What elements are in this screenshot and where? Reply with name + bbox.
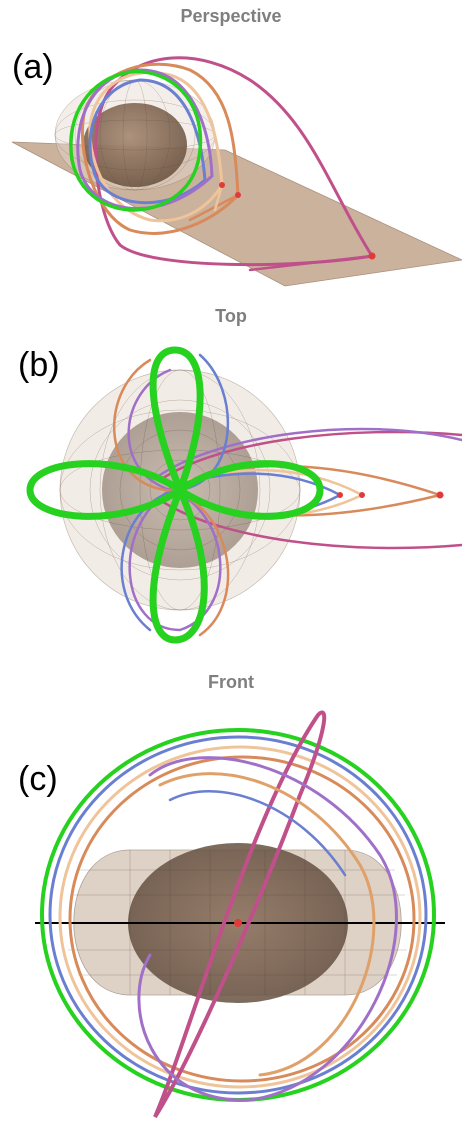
periapsis-point: [359, 492, 365, 498]
panel-a-title: Perspective: [180, 6, 282, 26]
panel-b-title: Top: [215, 306, 247, 326]
orbit-orange: [68, 755, 416, 1083]
periapsis-point: [234, 919, 242, 927]
orbit-blue: [88, 78, 207, 205]
orbit-green: [26, 346, 324, 644]
orbit-peach: [88, 70, 224, 223]
periapsis-point: [337, 492, 343, 498]
periapsis-point: [235, 192, 241, 198]
orbit-magenta: [94, 56, 374, 267]
panel-c-figure: [35, 710, 445, 1119]
panel-b-label: (b): [18, 346, 60, 384]
orbit-magenta: [153, 710, 327, 1119]
orbit-blue: [48, 735, 428, 1095]
panel-a-figure: [11, 56, 462, 287]
panel-c-title: Front: [208, 672, 254, 692]
orbit-purple: [76, 68, 214, 210]
periapsis-point: [436, 491, 444, 499]
panel-c-label: (c): [18, 760, 58, 798]
periapsis-point: [368, 252, 376, 260]
orbit-purple: [137, 756, 398, 1102]
panel-b-figure: [26, 346, 462, 644]
orbit-peach: [58, 745, 422, 1089]
orbit-green: [69, 69, 203, 212]
inner-body: [83, 103, 187, 187]
periapsis-point: [219, 182, 225, 188]
panel-a-label: (a): [12, 48, 54, 86]
